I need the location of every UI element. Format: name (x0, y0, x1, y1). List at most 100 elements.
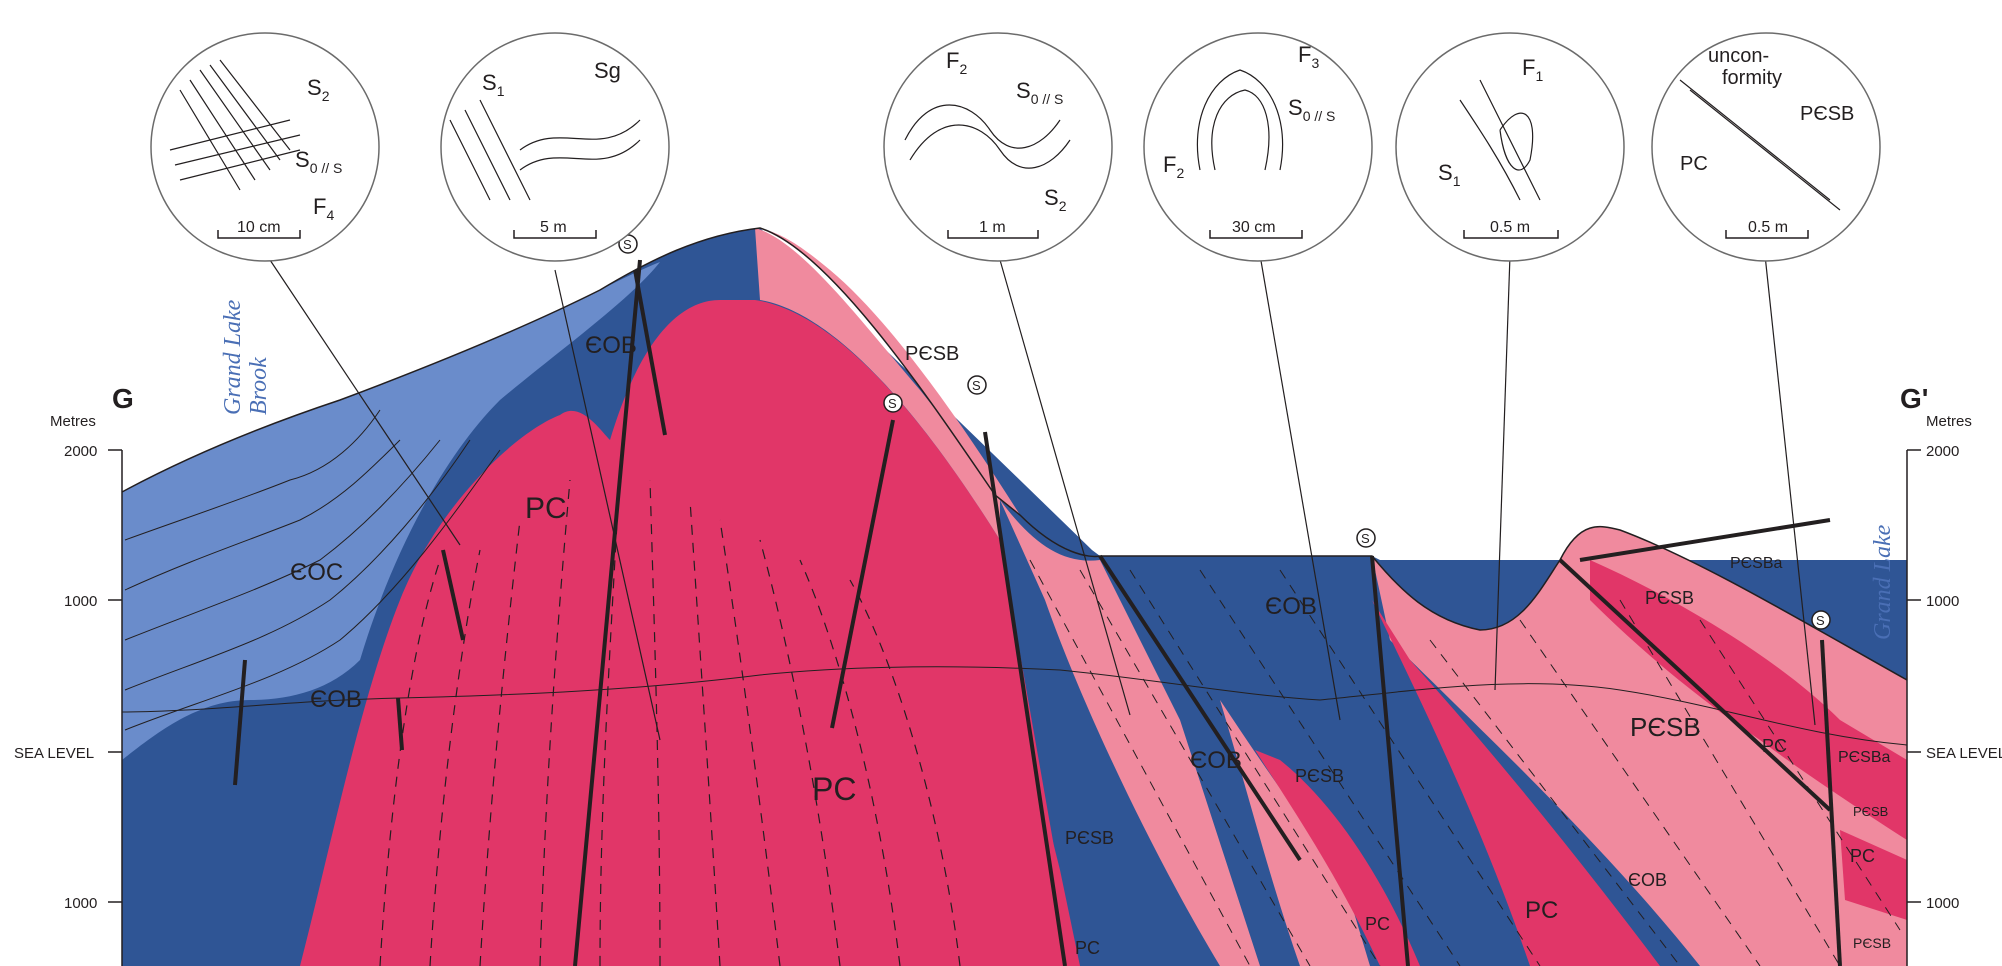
sea-level-line (121, 666, 1908, 746)
fault-12 (1820, 639, 1842, 966)
right-bedding (1029, 559, 1901, 966)
unit-labels: ЄOC ЄOB ЄOB ЄOB ЄOB ЄOB PC PC PC PC PC P… (290, 332, 1891, 958)
label-eob-1: ЄOB (310, 686, 362, 713)
inset-3-label-s0s1: S0 // S (1016, 78, 1063, 107)
fault-6 (830, 419, 895, 729)
fault-10 (1558, 558, 1832, 812)
left-tick-neg-1000: 1000 (64, 895, 97, 912)
s-marker-label-5: S (1816, 613, 1825, 628)
label-eob-3: ЄOB (1190, 747, 1242, 774)
inset-3-scale: 1 m (979, 219, 1006, 236)
inset-4-label-f3: F3 (1298, 42, 1319, 71)
left-tick-2000: 2000 (64, 443, 97, 460)
right-axis-title: Metres (1926, 413, 1972, 430)
inset-5-label-s1: S1 (1438, 160, 1461, 189)
unit-pcsb-right (1372, 526, 1907, 966)
unit-pcsb-stripe-2 (1220, 700, 1370, 966)
label-pcsb-6: PЄSB (1853, 804, 1888, 819)
fault-2 (396, 697, 404, 751)
label-pc-7: PC (1850, 846, 1875, 866)
label-pcsb-1: PЄSB (905, 343, 959, 365)
inset-1-label-s2: S2 (307, 75, 330, 104)
left-axis-title: Metres (50, 413, 96, 430)
inset-6-label-pc: PC (1680, 153, 1708, 175)
unit-pc-stripe-3 (1255, 750, 1420, 966)
label-pc-3: PC (1075, 938, 1100, 958)
fault-7 (983, 431, 1067, 966)
inset-5-scale: 0.5 m (1490, 219, 1530, 236)
inset-4-scale: 30 cm (1232, 219, 1276, 236)
label-pcsba-1: PЄSBa (1730, 555, 1783, 572)
label-pcsb-5: PЄSB (1645, 588, 1694, 608)
unit-pc-core (300, 300, 1075, 966)
right-tick-sea-level: SEA LEVEL (1926, 745, 2002, 762)
axis-ticks (108, 449, 1921, 903)
label-pc-4: PC (1365, 914, 1390, 934)
s-marker-labels: S S S S S (623, 237, 1825, 628)
unit-pc-far-right (1840, 830, 1907, 920)
section-body (122, 228, 1907, 966)
label-pc-6: PC (1762, 736, 1787, 756)
unit-pcsb-stripe-1 (1000, 500, 1260, 966)
fault-1 (233, 659, 247, 786)
label-pc-2: PC (812, 771, 856, 807)
inset-2-label-sg: Sg (594, 58, 621, 83)
right-tick-2000: 2000 (1926, 443, 1959, 460)
label-eob-4: ЄOB (1265, 593, 1317, 620)
inset-sketches (169, 59, 1841, 211)
s-markers (618, 234, 1831, 630)
leader-lines (269, 254, 1816, 741)
fault-3 (441, 549, 465, 641)
inset-circles (150, 32, 1881, 262)
inset-scale-labels: 10 cm 5 m 1 m 30 cm 0.5 m 0.5 m (237, 219, 1788, 236)
river-label-brook: Brook (246, 357, 272, 415)
river-label-grand-lake: Grand Lake (220, 299, 246, 415)
inset-1-scale: 10 cm (237, 219, 281, 236)
label-pcsb-2: PЄSB (1065, 828, 1114, 848)
label-pcsb-7: PЄSB (1853, 935, 1891, 951)
label-pc-1: PC (525, 492, 567, 525)
inset-4-label-f2: F2 (1163, 152, 1184, 181)
inset-scale-bars (217, 230, 1809, 239)
fault-5 (633, 269, 667, 436)
inset-2-scale: 5 m (540, 219, 567, 236)
label-eob-5: ЄOB (1628, 870, 1667, 890)
s-marker-label-3: S (972, 378, 981, 393)
s-marker-label-1: S (623, 237, 632, 252)
inset-5-label-f1: F1 (1522, 55, 1543, 84)
inset-3-label-s2: S2 (1044, 185, 1067, 214)
fault-4 (573, 259, 642, 966)
fault-9 (1370, 555, 1410, 966)
fault-8 (1098, 554, 1302, 862)
inset-4-label-s0s1: S0 // S (1288, 95, 1335, 124)
s-marker-label-4: S (1361, 531, 1370, 546)
section-left-label: G (112, 383, 134, 414)
river-label-grand-lake-right: Grand Lake (1870, 524, 1896, 640)
label-pc-5: PC (1525, 897, 1558, 924)
unit-eoc (122, 262, 660, 760)
fault-11 (1579, 518, 1831, 562)
inset-2-label-s1: S1 (482, 70, 505, 99)
inset-6-scale: 0.5 m (1748, 219, 1788, 236)
label-pcsba-2: PЄSBa (1838, 749, 1891, 766)
label-eoc: ЄOC (290, 559, 343, 586)
inset-6-label-formity: formity (1722, 67, 1782, 89)
label-pcsb-3: PЄSB (1295, 766, 1344, 786)
label-eob-2: ЄOB (585, 332, 637, 359)
inset-3-label-f2: F2 (946, 48, 967, 77)
inset-6-label-uncon: uncon- (1708, 45, 1769, 67)
inset-labels: S2 S0 // S F4 S1 Sg F2 S0 // S S2 F3 S0 … (295, 42, 1854, 223)
unit-pc-stripe-1 (1040, 790, 1080, 966)
right-tick-neg-1000: 1000 (1926, 895, 1959, 912)
unit-pcsb-band-1 (755, 228, 1000, 540)
label-pcsb-4: PЄSB (1630, 712, 1701, 742)
unit-pc-stripe-2 (1372, 600, 1660, 966)
inset-1-label-f4: F4 (313, 194, 334, 223)
faults (233, 259, 1842, 966)
inset-1-label-s0s1: S0 // S (295, 147, 342, 176)
section-right-label: G' (1900, 383, 1928, 414)
left-tick-sea-level: SEA LEVEL (14, 745, 94, 762)
right-tick-1000: 1000 (1926, 593, 1959, 610)
s-marker-label-2: S (888, 396, 897, 411)
